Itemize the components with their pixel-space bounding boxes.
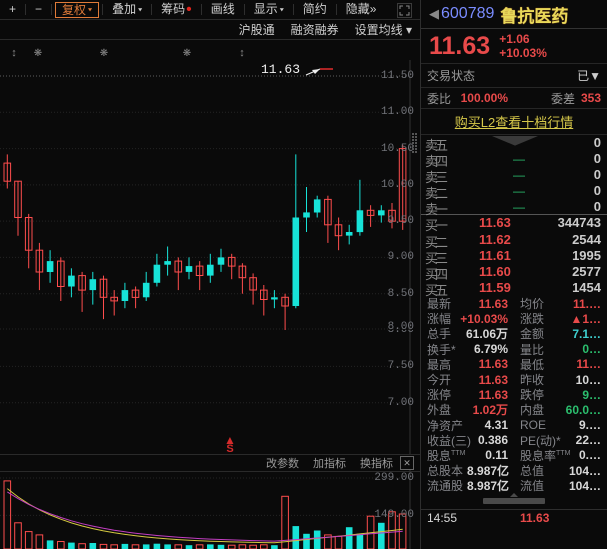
svg-text:❋: ❋ [183, 48, 191, 59]
svg-text:❋: ❋ [100, 48, 108, 59]
svg-text:↕: ↕ [11, 47, 17, 59]
svg-text:↕: ↕ [239, 47, 245, 59]
svg-text:S: S [226, 443, 233, 454]
svg-text:11.63: 11.63 [261, 62, 300, 77]
svg-text:❋: ❋ [34, 48, 42, 59]
